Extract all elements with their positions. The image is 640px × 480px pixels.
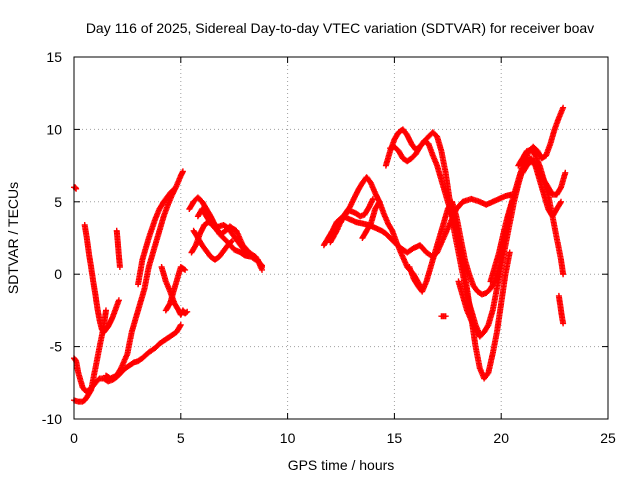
series-arc11 xyxy=(190,227,236,263)
series-arc7 xyxy=(135,185,178,288)
series-arc26 xyxy=(519,158,564,220)
data-point xyxy=(506,249,513,256)
data-point xyxy=(560,104,567,111)
data-point xyxy=(259,264,265,270)
series-arc4 xyxy=(81,222,122,336)
series-arc22 xyxy=(438,313,449,320)
x-tick-label: 25 xyxy=(600,430,616,446)
data-point xyxy=(115,297,122,304)
data-point xyxy=(179,168,186,175)
x-tick-label: 10 xyxy=(280,430,296,446)
chart-title: Day 116 of 2025, Sidereal Day-to-day VTE… xyxy=(86,20,594,36)
data-point xyxy=(560,320,567,327)
plot-frame xyxy=(73,56,609,420)
y-tick-label: 0 xyxy=(54,266,62,282)
data-point xyxy=(182,266,189,273)
data-point xyxy=(177,321,184,328)
data-point xyxy=(560,271,567,278)
series-arc17 xyxy=(338,174,383,226)
data-point xyxy=(442,313,449,320)
series-arc27 xyxy=(555,292,567,327)
series-arc24 xyxy=(487,104,567,285)
data-point xyxy=(181,266,187,273)
y-tick-label: 10 xyxy=(46,121,62,137)
data-point xyxy=(184,308,191,315)
axis-ticks: 0 5 10 15 20 25 -10 -5 0 5 10 15 xyxy=(42,49,616,446)
data-point xyxy=(116,264,123,270)
y-tick-label: -10 xyxy=(42,411,62,427)
x-tick-label: 5 xyxy=(177,430,185,446)
series-arc5 xyxy=(103,168,186,382)
series-arc3 xyxy=(71,307,109,405)
data-point xyxy=(370,195,376,202)
data-point xyxy=(183,309,190,316)
data-point xyxy=(171,185,178,192)
x-tick-label: 15 xyxy=(387,430,403,446)
series-arc14 xyxy=(179,308,191,317)
y-tick-label: 5 xyxy=(54,194,62,210)
data-point xyxy=(103,307,109,314)
series-arc1 xyxy=(71,184,80,192)
series-arc12 xyxy=(194,206,265,273)
data-point xyxy=(228,239,234,245)
data-point xyxy=(558,198,564,205)
grid-lines xyxy=(74,57,608,419)
x-axis-label: GPS time / hours xyxy=(288,457,395,473)
series-arc9 xyxy=(162,264,189,314)
series-arc13 xyxy=(188,219,265,270)
data-points xyxy=(71,104,569,405)
x-tick-label: 20 xyxy=(493,430,509,446)
y-tick-label: -5 xyxy=(50,339,63,355)
data-point xyxy=(170,186,177,193)
x-tick-label: 0 xyxy=(70,430,78,446)
y-tick-label: 15 xyxy=(46,49,62,65)
data-point xyxy=(562,169,569,176)
y-axis-label: SDTVAR / TECUs xyxy=(5,182,21,294)
series-arc6 xyxy=(113,227,123,270)
